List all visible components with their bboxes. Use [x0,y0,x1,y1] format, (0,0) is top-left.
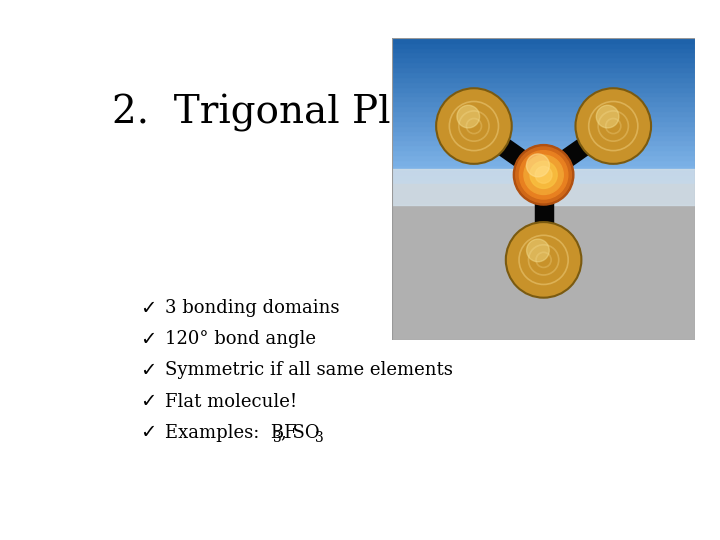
Bar [392,121,695,126]
Bar [392,91,695,97]
Circle shape [516,147,572,202]
Bar [392,62,695,67]
Bar [392,43,695,48]
Bar [392,52,695,57]
Bar [392,67,695,72]
Text: ✓: ✓ [140,361,156,380]
Circle shape [526,239,549,262]
Text: ✓: ✓ [140,392,156,411]
Circle shape [457,105,480,128]
Bar [392,179,695,184]
Circle shape [519,151,568,199]
Bar [392,97,695,102]
Text: 3: 3 [273,431,282,445]
Bar [392,38,695,340]
Bar [392,169,695,205]
Text: , SO: , SO [282,424,320,442]
Circle shape [535,166,552,183]
Bar [392,77,695,82]
Circle shape [575,88,651,164]
Circle shape [526,154,549,177]
Bar [392,102,695,106]
Bar [392,57,695,62]
Bar [392,82,695,86]
Bar [392,160,695,165]
Text: ✓: ✓ [140,330,156,349]
Bar [392,165,695,170]
Bar [392,116,695,121]
Circle shape [530,161,557,188]
Bar [392,126,695,131]
Text: ✓: ✓ [140,299,156,318]
Circle shape [596,105,619,128]
Bar [392,48,695,52]
Bar [392,184,695,340]
Bar [392,72,695,77]
Text: Flat molecule!: Flat molecule! [166,393,297,410]
Text: Examples:  BF: Examples: BF [166,424,297,442]
Bar [392,111,695,116]
Bar [392,174,695,179]
Bar [392,38,695,43]
Bar [392,86,695,91]
Circle shape [513,145,574,205]
Bar [392,170,695,174]
Bar [392,145,695,150]
Bar [392,136,695,140]
Circle shape [436,88,512,164]
Bar [392,150,695,155]
Text: 3: 3 [315,431,323,445]
Bar [392,155,695,160]
Text: 120° bond angle: 120° bond angle [166,330,316,348]
Circle shape [505,222,582,298]
Bar [392,106,695,111]
Text: 3 bonding domains: 3 bonding domains [166,299,340,317]
Text: 2.  Trigonal Planar: 2. Trigonal Planar [112,94,481,132]
Text: ✓: ✓ [140,423,156,442]
Text: Symmetric if all same elements: Symmetric if all same elements [166,361,453,380]
Bar [392,140,695,145]
Circle shape [524,155,563,194]
Bar [392,131,695,136]
